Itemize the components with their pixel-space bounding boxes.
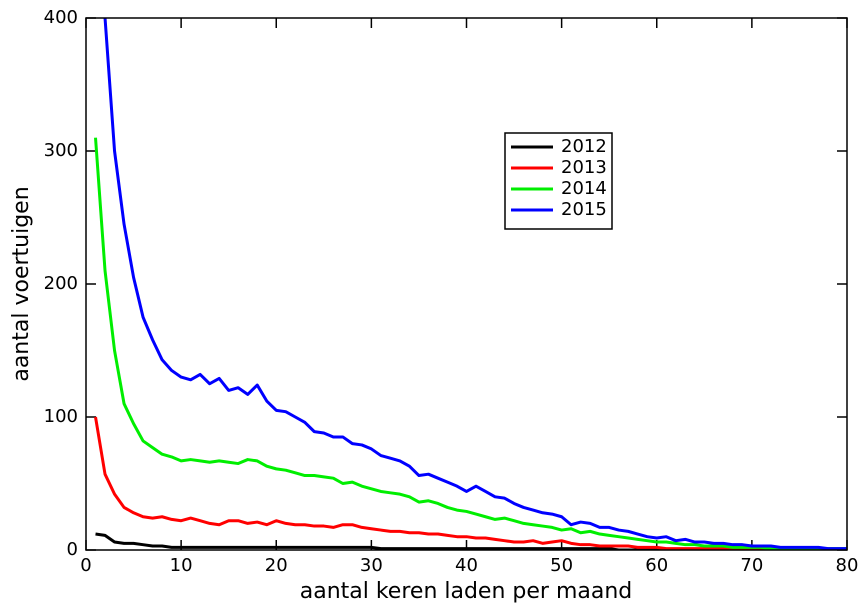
y-axis-label: aantal voertuigen bbox=[9, 186, 34, 381]
line-series bbox=[94, 416, 847, 550]
line-series bbox=[103, 18, 847, 550]
x-tick-label: 70 bbox=[740, 555, 763, 576]
legend-box bbox=[504, 132, 613, 230]
legend-label: 2015 bbox=[561, 199, 607, 220]
legend-label: 2012 bbox=[561, 136, 607, 157]
x-tick-label: 50 bbox=[550, 555, 573, 576]
y-tick-label: 400 bbox=[44, 7, 78, 28]
x-axis-label: aantal keren laden per maand bbox=[300, 579, 633, 604]
y-tick-label: 200 bbox=[44, 273, 78, 294]
x-tick-label: 60 bbox=[645, 555, 668, 576]
x-tick-label: 20 bbox=[265, 555, 288, 576]
x-tick-label: 10 bbox=[170, 555, 193, 576]
plot-frame bbox=[85, 17, 848, 551]
y-tick-label: 100 bbox=[44, 406, 78, 427]
legend-label: 2014 bbox=[561, 178, 607, 199]
y-tick-label: 0 bbox=[67, 539, 78, 560]
x-tick-label: 0 bbox=[80, 555, 91, 576]
x-tick-label: 30 bbox=[360, 555, 383, 576]
x-tick-label: 80 bbox=[836, 555, 859, 576]
legend-label: 2013 bbox=[561, 157, 607, 178]
y-tick-label: 300 bbox=[44, 140, 78, 161]
line-series bbox=[94, 137, 847, 550]
x-tick-label: 40 bbox=[455, 555, 478, 576]
line-series bbox=[95, 532, 847, 550]
